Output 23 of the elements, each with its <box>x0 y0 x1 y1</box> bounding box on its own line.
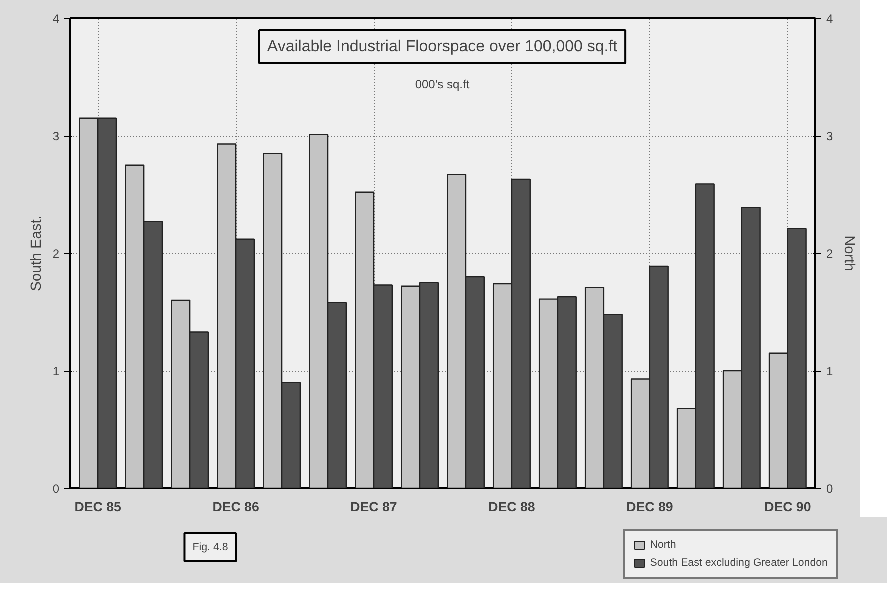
y2-tick-label: 2 <box>826 247 834 261</box>
text: Available Industrial Floorspace over 100,000 sq.ft <box>267 38 618 56</box>
x-tick-label: DEC 85 <box>74 500 122 514</box>
y2-axis-title: North <box>841 236 858 272</box>
y2-tick-label: 4 <box>826 12 834 26</box>
text: 000's sq.ft <box>415 78 470 92</box>
y-tick-label: 1 <box>52 364 60 378</box>
y-tick-label: 2 <box>52 247 60 261</box>
x-tick-label: DEC 86 <box>212 500 260 514</box>
y2-tick-label: 1 <box>826 364 834 378</box>
x-tick-label: DEC 89 <box>626 500 674 514</box>
y-axis-title: South East. <box>28 216 45 292</box>
y2-tick-label: 0 <box>826 482 834 496</box>
caption: Fig. 4.8 <box>192 542 228 554</box>
y-tick-label: 3 <box>52 130 60 144</box>
y-tick-label: 4 <box>52 12 60 26</box>
legend-label: South East excluding Greater London <box>650 557 828 569</box>
x-tick-label: DEC 88 <box>488 500 536 514</box>
y2-tick-label: 3 <box>826 130 834 144</box>
y-tick-label: 0 <box>52 482 60 496</box>
x-tick-label: DEC 90 <box>764 500 812 514</box>
x-tick-label: DEC 87 <box>350 500 398 514</box>
legend-label: North <box>650 539 676 551</box>
